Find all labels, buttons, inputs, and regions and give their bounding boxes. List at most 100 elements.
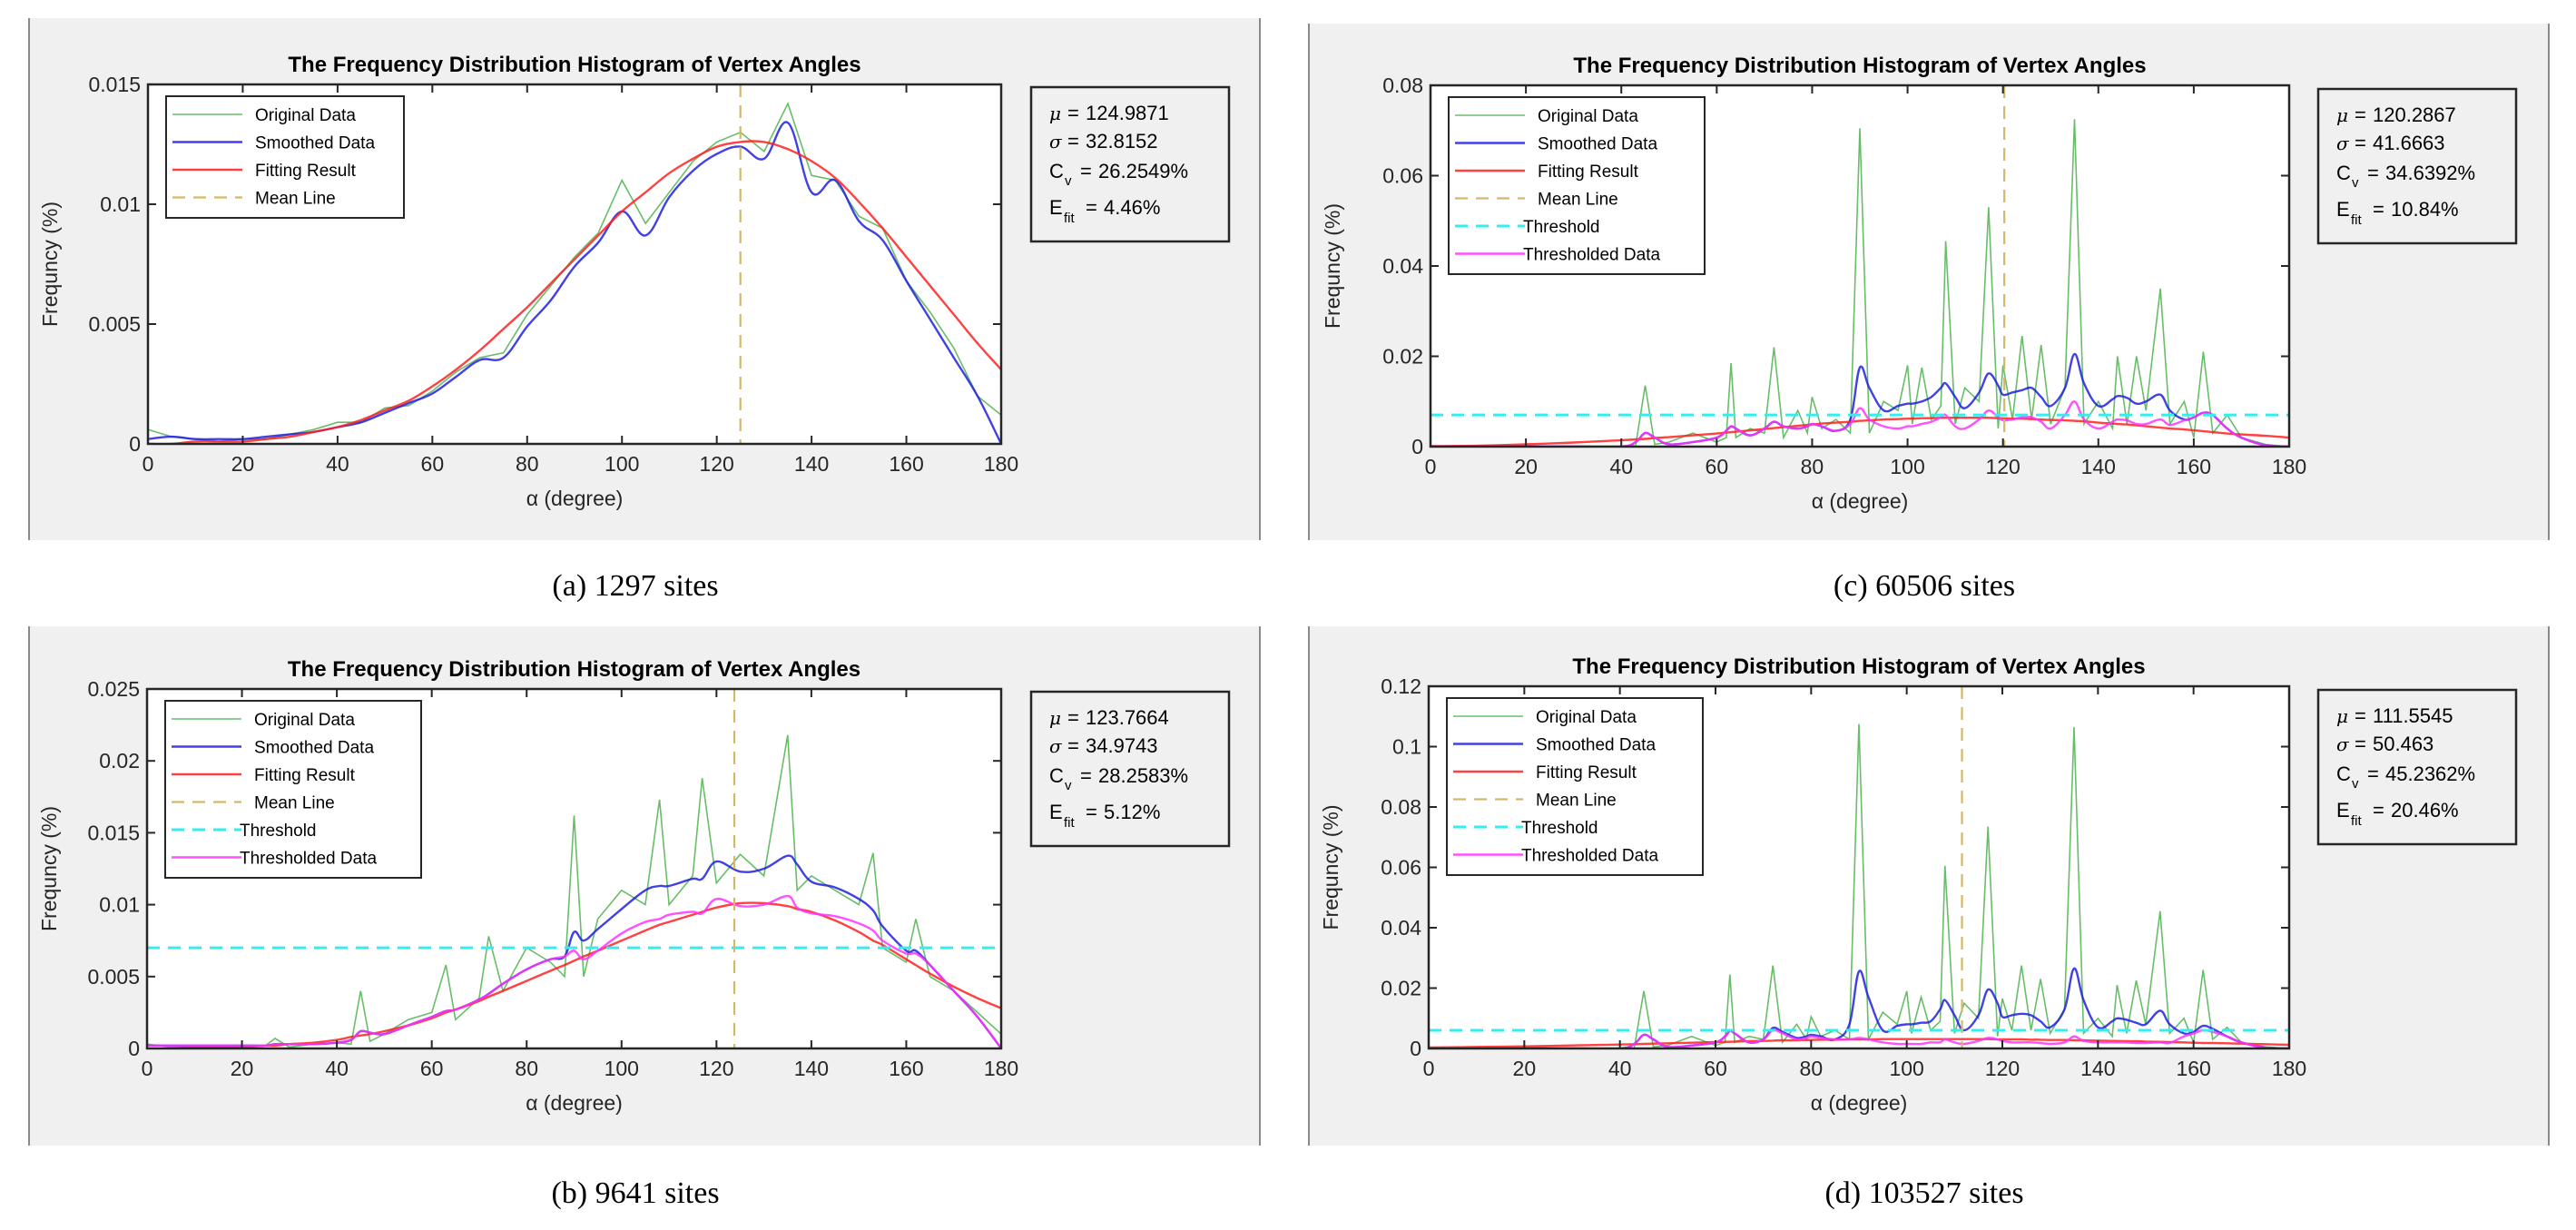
sigma-value: 32.8152: [1086, 130, 1158, 153]
y-tick-label: 0.01: [100, 192, 141, 216]
cv-equals: =: [2367, 162, 2379, 184]
sigma-symbol: σ: [2336, 133, 2350, 154]
y-tick-label: 0.04: [1381, 916, 1421, 940]
efit-equals: =: [1086, 196, 1097, 219]
chart-title: The Frequency Distribution Histogram of …: [1573, 54, 2146, 78]
x-tick-label: 20: [231, 452, 255, 476]
legend-label-threshold: Threshold: [240, 822, 317, 841]
x-tick-label: 0: [1423, 1057, 1435, 1080]
y-tick-label: 0.06: [1382, 164, 1423, 188]
mu-equals: =: [1067, 706, 1079, 729]
efit-value: 4.46%: [1104, 196, 1160, 219]
series-smoothed-line: [148, 121, 1001, 444]
sigma-symbol: σ: [1049, 735, 1063, 757]
series-fit-line: [1429, 1038, 2289, 1048]
mu-value: 111.5545: [2373, 704, 2453, 727]
series-fit-line: [148, 140, 1001, 444]
mu-value: 124.9871: [1086, 102, 1169, 124]
legend-label-thresholded: Thresholded Data: [1521, 847, 1658, 866]
y-axis-title: Frequncy (%): [38, 202, 62, 327]
x-tick-label: 120: [699, 452, 733, 476]
x-axis-title: α (degree): [526, 1091, 623, 1115]
y-axis-title: Frequncy (%): [1319, 804, 1342, 930]
x-tick-label: 20: [231, 1057, 254, 1080]
stats-box-frame: [1029, 85, 1231, 243]
data-layer: [147, 689, 1001, 1048]
data-layer: [148, 84, 1001, 444]
sigma-equals: =: [2355, 733, 2366, 755]
x-tick-label: 0: [142, 1057, 153, 1080]
cv-symbol: C: [1049, 160, 1064, 182]
x-tick-label: 180: [2272, 455, 2306, 478]
cv-symbol: C: [1049, 764, 1064, 787]
x-tick-label: 100: [1889, 1057, 1923, 1080]
chart-d: The Frequency Distribution Histogram of …: [1308, 626, 2550, 1146]
y-tick-label: 0.02: [1381, 977, 1421, 1000]
x-tick-label: 40: [325, 1057, 349, 1080]
mu-equals: =: [2355, 704, 2366, 727]
efit-value: 10.84%: [2391, 198, 2459, 221]
mu-symbol: μ: [1049, 103, 1061, 124]
legend-label-mean: Mean Line: [1536, 792, 1617, 811]
y-tick-label: 0.015: [88, 73, 141, 96]
legend-box: [164, 700, 422, 879]
efit-value: 20.46%: [2391, 799, 2459, 822]
legend-label-smoothed: Smoothed Data: [254, 739, 374, 758]
legend: Original Data Smoothed Data Fitting Result…: [164, 700, 422, 879]
series-original-line: [1429, 723, 2289, 1048]
y-tick-label: 0.08: [1381, 795, 1421, 819]
sigma-symbol: σ: [2336, 733, 2350, 755]
cv-subscript: v: [2352, 175, 2359, 191]
x-tick-label: 160: [2176, 1057, 2210, 1080]
x-tick-label: 160: [889, 1057, 923, 1080]
x-tick-label: 140: [794, 1057, 829, 1080]
x-tick-label: 140: [794, 452, 829, 476]
legend-label-original: Original Data: [255, 106, 356, 125]
sigma-value: 41.6663: [2373, 132, 2445, 154]
y-axis-title: Frequncy (%): [37, 806, 61, 931]
x-tick-label: 80: [1800, 1057, 1824, 1080]
series-thresholded-line: [1429, 1028, 2289, 1048]
sigma-value: 50.463: [2373, 733, 2433, 755]
x-axis-title: α (degree): [526, 487, 624, 510]
legend-label-fit: Fitting Result: [255, 162, 357, 181]
chart-title: The Frequency Distribution Histogram of …: [1572, 654, 2145, 679]
chart-title: The Frequency Distribution Histogram of …: [288, 53, 860, 77]
mu-equals: =: [1067, 102, 1079, 124]
y-tick-label: 0: [1410, 1037, 1421, 1060]
x-tick-label: 40: [326, 452, 349, 476]
y-tick-label: 0.12: [1381, 674, 1421, 698]
legend-label-mean: Mean Line: [1538, 191, 1618, 210]
legend-label-fit: Fitting Result: [1538, 162, 1639, 182]
cv-value: 26.2549%: [1098, 160, 1188, 182]
sigma-equals: =: [2355, 132, 2366, 154]
sigma-equals: =: [1067, 130, 1079, 153]
cv-equals: =: [1080, 764, 1092, 787]
legend: Original Data Smoothed Data Fitting Result…: [1446, 697, 1704, 876]
axes-frame: [146, 83, 1003, 446]
y-axis-title: Frequncy (%): [1321, 203, 1344, 329]
y-tick-label: 0.005: [88, 312, 141, 336]
cv-value: 34.6392%: [2385, 162, 2475, 184]
legend-label-threshold: Threshold: [1521, 819, 1598, 838]
legend: Original Data Smoothed Data Fitting Result…: [1448, 96, 1706, 275]
legend-label-fit: Fitting Result: [1536, 763, 1637, 782]
legend-label-thresholded: Thresholded Data: [240, 850, 377, 869]
figure-caption: (b) 9641 sites: [551, 1176, 719, 1210]
x-tick-label: 100: [605, 452, 639, 476]
y-tick-label: 0.025: [87, 677, 140, 701]
cv-equals: =: [1080, 160, 1092, 182]
mu-symbol: μ: [2336, 104, 2348, 126]
cv-value: 45.2362%: [2385, 763, 2475, 785]
y-tick-label: 0: [129, 432, 141, 456]
y-tick-label: 0.01: [99, 893, 140, 917]
mu-symbol: μ: [2336, 705, 2348, 727]
x-tick-label: 80: [515, 1057, 538, 1080]
efit-subscript: fit: [1064, 211, 1076, 226]
x-axis-title: α (degree): [1812, 489, 1909, 513]
